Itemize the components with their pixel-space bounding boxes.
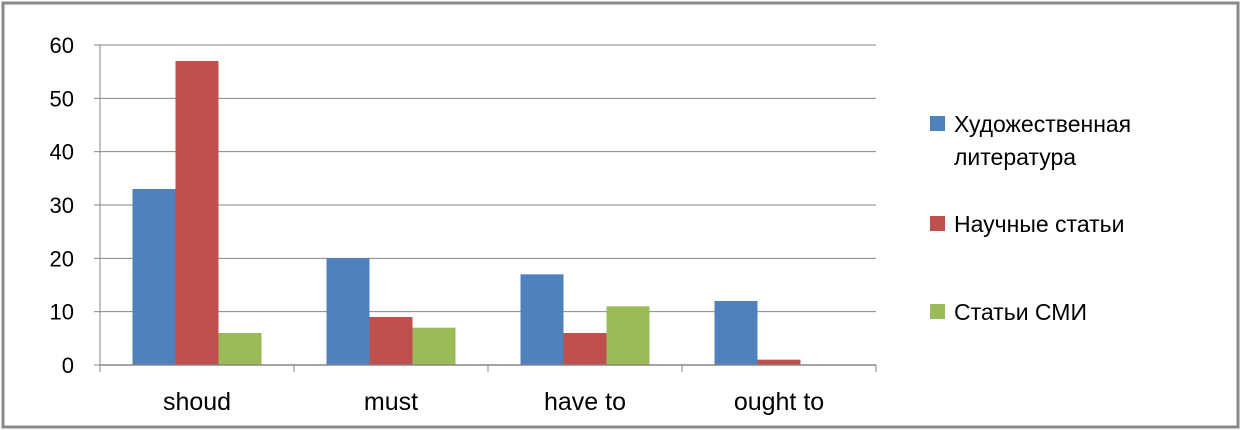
bar <box>132 189 176 365</box>
bar <box>175 61 219 365</box>
y-tick-label: 60 <box>50 33 74 58</box>
legend-label-fiction: Художественная литература <box>954 108 1131 174</box>
legend-swatch-red <box>930 216 945 231</box>
y-tick-label: 20 <box>50 246 74 271</box>
x-axis <box>99 364 877 372</box>
legend: Художественная литература Научные статьи… <box>930 108 1230 329</box>
x-tick-label: ought to <box>734 388 824 416</box>
legend-label-fiction-line2: литература <box>954 144 1077 170</box>
bar-chart: 0 10 20 30 40 50 60 shoud must have to ought to <box>50 33 877 416</box>
bar <box>218 333 262 365</box>
legend-item-fiction: Художественная литература <box>930 108 1230 174</box>
legend-item-scientific: Научные статьи <box>930 208 1230 241</box>
y-axis-ticks: 0 10 20 30 40 50 60 <box>50 33 101 378</box>
x-tick-label: shoud <box>163 388 231 416</box>
bar <box>326 258 370 365</box>
y-tick-label: 30 <box>50 193 74 218</box>
legend-label-fiction-line1: Художественная <box>954 111 1132 137</box>
bar <box>606 306 650 365</box>
legend-item-media: Статьи СМИ <box>930 296 1230 329</box>
x-tick-label: must <box>364 388 418 416</box>
bar <box>412 327 456 365</box>
y-tick-label: 50 <box>50 86 74 111</box>
y-tick-label: 0 <box>62 353 74 378</box>
legend-swatch-blue <box>930 116 945 131</box>
x-axis-labels: shoud must have to ought to <box>163 388 824 416</box>
legend-label-scientific: Научные статьи <box>954 211 1125 237</box>
legend-swatch-green <box>930 304 945 319</box>
bars <box>132 61 801 365</box>
bar <box>369 317 413 365</box>
bar <box>520 274 564 365</box>
bar <box>757 359 801 365</box>
y-tick-label: 40 <box>50 140 74 165</box>
legend-label-media: Статьи СМИ <box>954 299 1087 325</box>
y-tick-label: 10 <box>50 300 74 325</box>
bar <box>714 301 758 365</box>
x-tick-label: have to <box>544 388 626 416</box>
bar <box>563 333 607 365</box>
